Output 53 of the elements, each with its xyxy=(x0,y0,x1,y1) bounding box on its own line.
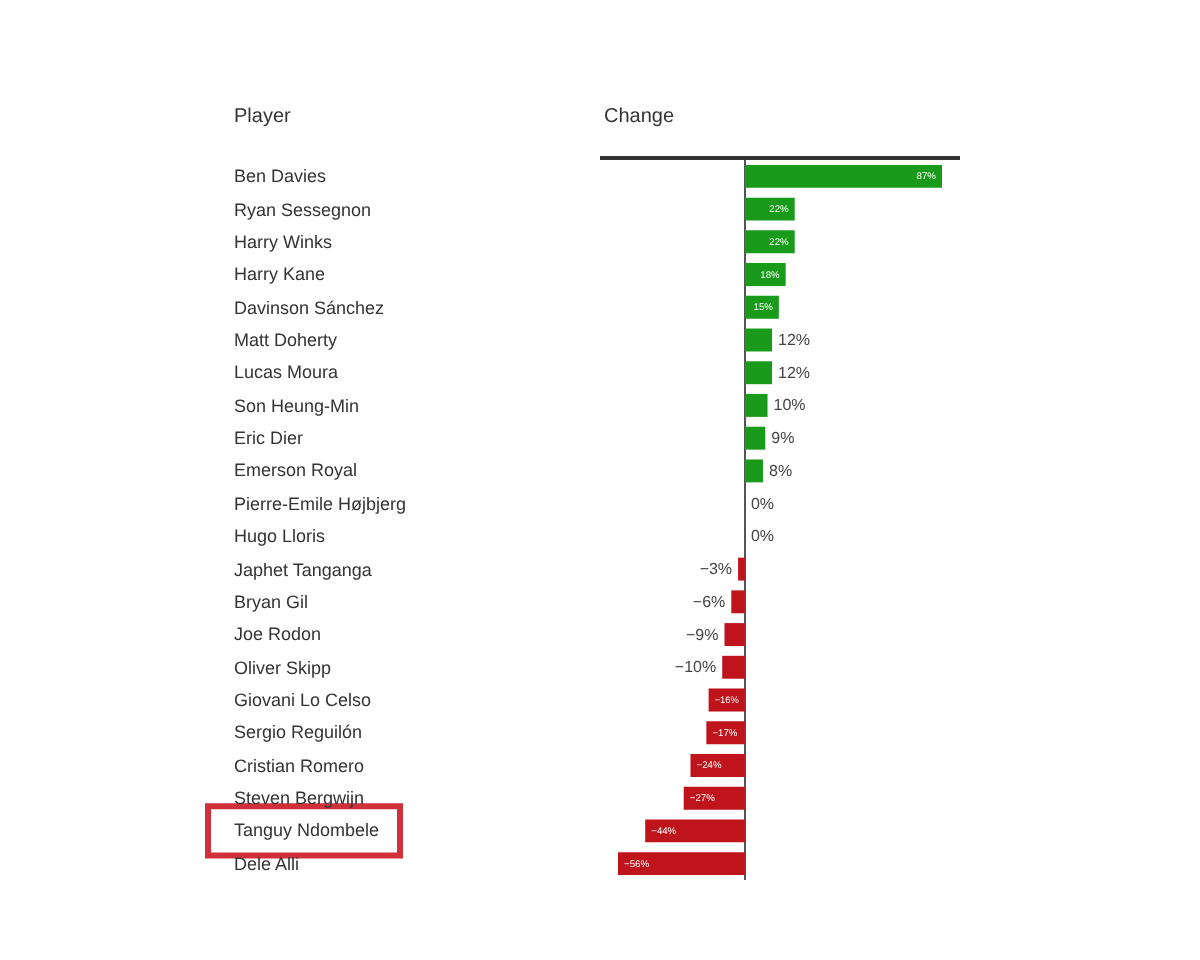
bar xyxy=(744,426,766,450)
y-tick-label: Ben Davies xyxy=(234,166,328,186)
bar xyxy=(738,557,745,581)
y-tick-label: Japhet Tanganga xyxy=(234,560,372,580)
data-label: 0% xyxy=(750,527,775,546)
bar xyxy=(744,328,773,352)
y-tick-label: Emerson Royal xyxy=(234,460,358,480)
y-tick-label: Hugo Lloris xyxy=(234,526,327,546)
bar xyxy=(618,852,745,876)
bar xyxy=(744,197,795,221)
data-label: −10% xyxy=(674,658,717,677)
data-label: −6% xyxy=(692,592,726,611)
bar xyxy=(731,590,745,614)
y-tick-label: Steven Bergwijn xyxy=(234,788,365,808)
bar xyxy=(722,655,745,679)
y-tick-label: Son Heung-Min xyxy=(234,396,360,416)
y-tick-label: Dele Alli xyxy=(234,854,300,874)
data-label: 10% xyxy=(773,396,806,415)
y-tick-label: Cristian Romero xyxy=(234,756,365,776)
bar xyxy=(744,164,942,188)
bar xyxy=(744,263,786,286)
y-tick-label: Ryan Sessegnon xyxy=(234,200,372,220)
y-tick-label: Davinson Sánchez xyxy=(234,298,386,318)
y-tick-label: Pierre-Emile Højbjerg xyxy=(234,494,407,514)
y-tick-label: Giovani Lo Celso xyxy=(234,690,372,710)
y-tick-label: Oliver Skipp xyxy=(234,658,332,678)
bar xyxy=(645,819,745,843)
bar xyxy=(706,721,745,745)
y-tick-label: Lucas Moura xyxy=(234,362,339,382)
bar xyxy=(683,786,745,810)
y-tick-label: Bryan Gil xyxy=(234,592,309,612)
bar xyxy=(744,230,795,254)
data-label: 0% xyxy=(750,494,775,513)
y-tick-label: Matt Doherty xyxy=(234,330,339,350)
y-tick-label: Harry Winks xyxy=(234,232,333,252)
y-tick-label: Eric Dier xyxy=(234,428,304,448)
bar xyxy=(744,361,773,385)
data-label: −9% xyxy=(686,625,719,644)
y-tick-label: Tanguy Ndombele xyxy=(234,820,380,840)
data-label: 8% xyxy=(769,461,793,480)
y-tick-label: Joe Rodon xyxy=(234,624,322,644)
data-label: −3% xyxy=(699,560,733,579)
bar xyxy=(744,459,763,483)
x-axis-title: Change xyxy=(604,106,675,128)
data-label: 9% xyxy=(771,429,795,448)
bar xyxy=(744,394,768,417)
bar xyxy=(724,623,745,646)
y-tick-label: Harry Kane xyxy=(234,264,326,284)
y-axis-title: Player xyxy=(234,106,293,128)
y-tick-label: Sergio Reguilón xyxy=(234,722,363,742)
data-label: 12% xyxy=(778,363,811,382)
bar xyxy=(690,754,745,777)
data-label: 12% xyxy=(778,331,811,349)
